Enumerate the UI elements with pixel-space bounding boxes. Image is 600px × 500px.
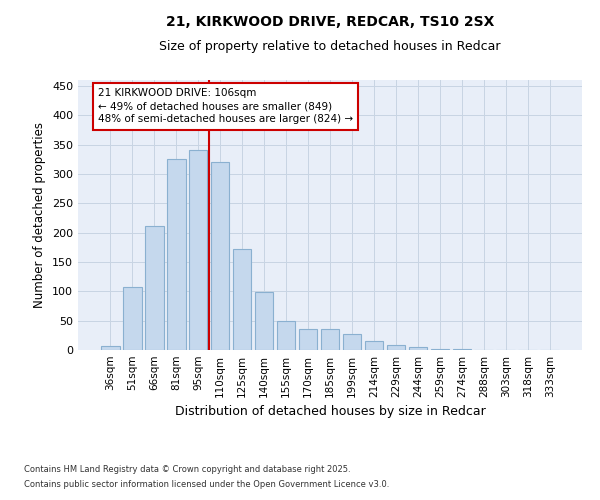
Bar <box>145 226 164 350</box>
Bar <box>233 249 251 350</box>
Text: 21, KIRKWOOD DRIVE, REDCAR, TS10 2SX: 21, KIRKWOOD DRIVE, REDCAR, TS10 2SX <box>166 15 494 29</box>
Bar <box>101 346 119 350</box>
X-axis label: Distribution of detached houses by size in Redcar: Distribution of detached houses by size … <box>175 406 485 418</box>
Text: Size of property relative to detached houses in Redcar: Size of property relative to detached ho… <box>159 40 501 53</box>
Text: Contains HM Land Registry data © Crown copyright and database right 2025.: Contains HM Land Registry data © Crown c… <box>24 465 350 474</box>
Bar <box>299 329 317 350</box>
Bar <box>255 292 274 350</box>
Bar <box>386 346 405 350</box>
Bar <box>431 349 449 350</box>
Text: 21 KIRKWOOD DRIVE: 106sqm
← 49% of detached houses are smaller (849)
48% of semi: 21 KIRKWOOD DRIVE: 106sqm ← 49% of detac… <box>98 88 353 124</box>
Bar <box>167 159 185 350</box>
Bar <box>409 347 427 350</box>
Bar <box>343 334 361 350</box>
Bar <box>277 320 295 350</box>
Bar <box>189 150 208 350</box>
Bar <box>320 329 340 350</box>
Text: Contains public sector information licensed under the Open Government Licence v3: Contains public sector information licen… <box>24 480 389 489</box>
Bar <box>123 287 142 350</box>
Bar <box>365 340 383 350</box>
Bar <box>211 162 229 350</box>
Y-axis label: Number of detached properties: Number of detached properties <box>34 122 46 308</box>
